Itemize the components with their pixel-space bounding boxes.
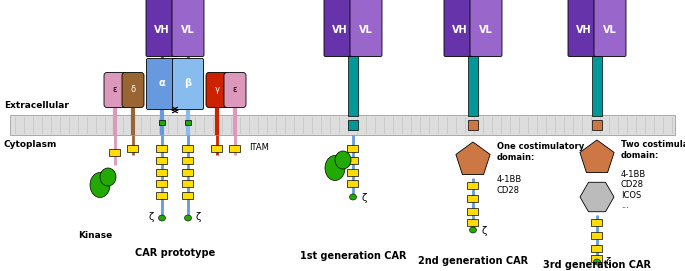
Text: ITAM: ITAM bbox=[249, 144, 269, 153]
Text: Cytoplasm: Cytoplasm bbox=[4, 140, 58, 149]
Bar bbox=[127, 144, 138, 151]
FancyBboxPatch shape bbox=[350, 0, 382, 56]
Text: VL: VL bbox=[603, 25, 617, 35]
Bar bbox=[156, 179, 168, 186]
Bar bbox=[10, 115, 675, 135]
Polygon shape bbox=[580, 182, 614, 212]
Text: VL: VL bbox=[359, 25, 373, 35]
Bar bbox=[159, 120, 165, 124]
Ellipse shape bbox=[184, 215, 192, 221]
FancyBboxPatch shape bbox=[172, 0, 204, 56]
Text: β: β bbox=[184, 78, 192, 88]
Ellipse shape bbox=[100, 168, 116, 186]
FancyBboxPatch shape bbox=[568, 0, 600, 56]
Text: VH: VH bbox=[452, 25, 468, 35]
Text: 4-1BB
CD28: 4-1BB CD28 bbox=[497, 175, 522, 195]
Bar bbox=[182, 192, 193, 198]
Text: ζ: ζ bbox=[606, 257, 611, 267]
Text: One costimulatory
domain:: One costimulatory domain: bbox=[497, 142, 584, 162]
Bar bbox=[156, 144, 168, 151]
Text: γ: γ bbox=[214, 85, 219, 95]
Bar bbox=[110, 149, 121, 156]
Bar bbox=[592, 54, 602, 116]
Bar bbox=[592, 120, 602, 130]
Ellipse shape bbox=[158, 215, 166, 221]
Bar bbox=[156, 192, 168, 198]
Text: ε: ε bbox=[233, 85, 237, 95]
Text: 1st generation CAR: 1st generation CAR bbox=[300, 251, 406, 261]
Bar bbox=[468, 54, 478, 116]
Text: Two costimulatory
domain:: Two costimulatory domain: bbox=[621, 140, 685, 160]
Bar bbox=[592, 244, 603, 251]
Bar bbox=[592, 231, 603, 238]
Bar bbox=[156, 169, 168, 176]
Text: VH: VH bbox=[154, 25, 170, 35]
Bar bbox=[212, 144, 223, 151]
Ellipse shape bbox=[335, 151, 351, 169]
Text: Extracellular: Extracellular bbox=[4, 101, 69, 110]
Text: 3rd generation CAR: 3rd generation CAR bbox=[543, 260, 651, 270]
Bar bbox=[229, 144, 240, 151]
FancyBboxPatch shape bbox=[104, 73, 126, 108]
Ellipse shape bbox=[325, 156, 345, 180]
Bar bbox=[592, 218, 603, 225]
Bar bbox=[592, 254, 603, 262]
Bar bbox=[182, 144, 193, 151]
Bar bbox=[348, 54, 358, 116]
Text: ζ: ζ bbox=[149, 212, 154, 222]
Text: VH: VH bbox=[576, 25, 592, 35]
FancyBboxPatch shape bbox=[224, 73, 246, 108]
Text: ε: ε bbox=[113, 85, 117, 95]
Bar bbox=[182, 156, 193, 163]
Bar bbox=[348, 120, 358, 130]
Text: α: α bbox=[159, 78, 165, 88]
Ellipse shape bbox=[349, 194, 356, 200]
FancyBboxPatch shape bbox=[594, 0, 626, 56]
Bar bbox=[156, 156, 168, 163]
Bar bbox=[347, 169, 358, 176]
Ellipse shape bbox=[469, 227, 477, 233]
Bar bbox=[467, 182, 479, 189]
Bar bbox=[182, 169, 193, 176]
FancyBboxPatch shape bbox=[470, 0, 502, 56]
Bar bbox=[182, 179, 193, 186]
Polygon shape bbox=[456, 142, 490, 175]
Ellipse shape bbox=[90, 173, 110, 198]
Text: ζ: ζ bbox=[362, 193, 367, 203]
FancyBboxPatch shape bbox=[122, 73, 144, 108]
Ellipse shape bbox=[593, 259, 601, 265]
Bar bbox=[347, 144, 358, 151]
Text: ζ: ζ bbox=[482, 226, 487, 236]
Text: VH: VH bbox=[332, 25, 348, 35]
Bar bbox=[347, 179, 358, 186]
Bar bbox=[468, 120, 478, 130]
Polygon shape bbox=[580, 140, 614, 173]
FancyBboxPatch shape bbox=[146, 0, 178, 56]
Text: ζ: ζ bbox=[196, 212, 201, 222]
Text: 2nd generation CAR: 2nd generation CAR bbox=[418, 256, 528, 266]
Text: Kinase: Kinase bbox=[78, 231, 112, 240]
FancyBboxPatch shape bbox=[206, 73, 228, 108]
FancyBboxPatch shape bbox=[147, 59, 177, 109]
FancyBboxPatch shape bbox=[324, 0, 356, 56]
Text: VL: VL bbox=[479, 25, 493, 35]
Text: CAR prototype: CAR prototype bbox=[135, 248, 215, 258]
Text: δ: δ bbox=[130, 85, 136, 95]
Text: 4-1BB
CD28
ICOS
...: 4-1BB CD28 ICOS ... bbox=[621, 170, 646, 210]
FancyBboxPatch shape bbox=[173, 59, 203, 109]
Bar bbox=[467, 195, 479, 202]
Bar bbox=[347, 156, 358, 163]
Bar bbox=[185, 120, 191, 124]
Text: VL: VL bbox=[181, 25, 195, 35]
Bar bbox=[467, 208, 479, 215]
FancyBboxPatch shape bbox=[444, 0, 476, 56]
Bar bbox=[467, 218, 479, 225]
